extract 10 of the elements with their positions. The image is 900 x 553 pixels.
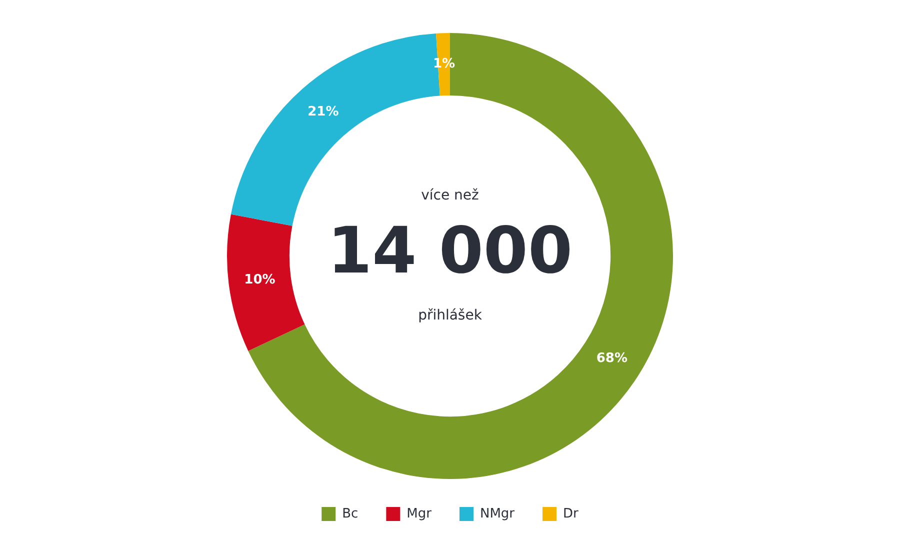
- legend-label: Bc: [342, 506, 358, 522]
- text: více než: [421, 188, 479, 204]
- legend-label: Mgr: [406, 506, 432, 522]
- data-label: 68%: [596, 351, 628, 366]
- text: 14 000: [328, 214, 572, 289]
- legend-label: NMgr: [480, 506, 516, 522]
- legend-label: Dr: [563, 506, 580, 522]
- text: přihlášek: [418, 308, 483, 324]
- data-label: 21%: [308, 104, 339, 120]
- data-label: 10%: [244, 272, 276, 288]
